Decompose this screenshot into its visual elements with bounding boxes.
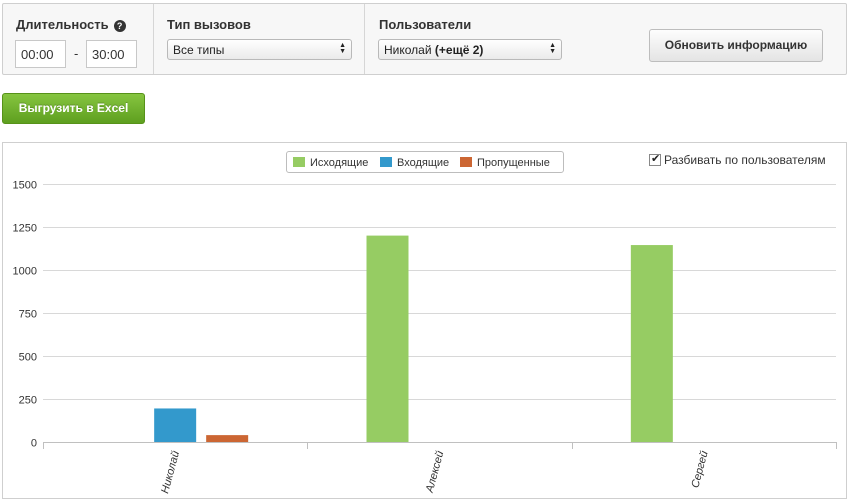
legend-swatch-missed [460, 157, 472, 167]
y-tick-label: 750 [19, 309, 37, 321]
call-type-label: Тип вызовов [167, 17, 251, 32]
x-tick-label: Сергей [689, 450, 710, 490]
users-selected-more: (+ещё 2) [434, 43, 484, 57]
legend-item-missed[interactable]: Пропущенные [460, 157, 550, 169]
users-select[interactable]: Николай (+ещё 2) ▲ ▼ [378, 39, 562, 60]
split-by-users-checkbox[interactable] [649, 152, 661, 166]
y-tick-label: 250 [19, 395, 37, 407]
export-excel-button[interactable]: Выгрузить в Excel [2, 93, 145, 124]
duration-separator: - [74, 46, 79, 61]
y-tick-label: 1500 [13, 180, 37, 192]
y-tick-label: 1000 [13, 266, 37, 278]
select-arrows-icon: ▲ ▼ [339, 42, 346, 55]
legend-item-outgoing[interactable]: Исходящие [293, 157, 368, 169]
duration-label: Длительность? [16, 17, 126, 32]
users-selected-name: Николай [384, 43, 432, 57]
split-by-users-toggle[interactable]: Разбивать по пользователям [649, 152, 826, 167]
select-arrows-icon: ▲ ▼ [549, 42, 556, 55]
x-tick-label: Алексей [424, 450, 447, 495]
call-type-filter: Тип вызовов Все типы ▲ ▼ [153, 4, 364, 74]
legend-swatch-outgoing [293, 157, 305, 167]
split-by-users-label: Разбивать по пользователям [664, 153, 826, 167]
question-circle-icon[interactable]: ? [113, 20, 126, 32]
y-tick-label: 500 [19, 352, 37, 364]
call-type-selected: Все типы [173, 43, 225, 57]
users-label: Пользователи [379, 17, 472, 32]
bar-missed [206, 435, 249, 442]
call-type-select[interactable]: Все типы ▲ ▼ [167, 39, 352, 60]
chart-panel [2, 142, 847, 499]
legend-item-incoming[interactable]: Входящие [380, 157, 449, 169]
y-tick-label: 0 [31, 438, 37, 450]
duration-to-input[interactable] [86, 40, 137, 68]
chart-legend: Исходящие Входящие Пропущенные [286, 151, 564, 173]
refresh-button[interactable]: Обновить информацию [649, 29, 823, 62]
bar-outgoing [366, 235, 409, 442]
bar-outgoing [630, 245, 673, 442]
filter-bar: Длительность? - Тип вызовов Все типы ▲▼ … [2, 3, 847, 75]
x-tick-label: Николай [159, 450, 182, 495]
users-filter: Пользователи Николай (+ещё 2) ▲ ▼ [364, 4, 846, 74]
legend-swatch-incoming [380, 157, 392, 167]
duration-from-input[interactable] [15, 40, 66, 68]
bar-incoming [154, 408, 197, 442]
duration-filter: Длительность? - [3, 4, 153, 74]
y-tick-label: 1250 [13, 223, 37, 235]
